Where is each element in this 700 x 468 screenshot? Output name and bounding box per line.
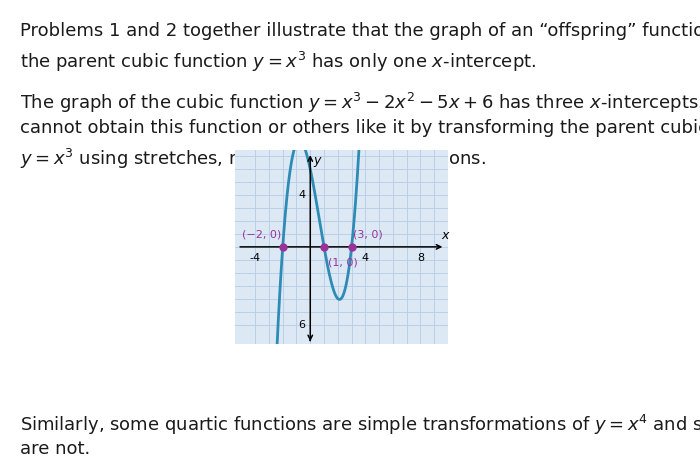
Text: (−2, 0): (−2, 0) [242,230,281,240]
Text: 4: 4 [298,190,305,200]
Text: $y = x^3$ using stretches, reflections, and translations.: $y = x^3$ using stretches, reflections, … [20,146,486,170]
Text: Problems 1 and 2 together illustrate that the graph of an “offspring” function o: Problems 1 and 2 together illustrate tha… [20,22,700,40]
Text: y: y [314,154,321,167]
Text: are not.: are not. [20,440,90,458]
Text: 8: 8 [417,253,424,263]
Text: the parent cubic function $y = x^3$ has only one $x$-intercept.: the parent cubic function $y = x^3$ has … [20,50,536,74]
Text: (1, 0): (1, 0) [328,258,358,268]
Text: -4: -4 [250,253,260,263]
Text: The graph of the cubic function $y = x^3 - 2x^2 - 5x + 6$ has three $x$-intercep: The graph of the cubic function $y = x^3… [20,91,700,115]
Text: 6: 6 [298,320,305,329]
Text: cannot obtain this function or others like it by transforming the parent cubic f: cannot obtain this function or others li… [20,119,700,137]
Text: Similarly, some quartic functions are simple transformations of $y = x^4$ and so: Similarly, some quartic functions are si… [20,413,700,437]
Text: 4: 4 [362,253,369,263]
Text: (3, 0): (3, 0) [353,230,383,240]
Text: x: x [441,229,449,241]
